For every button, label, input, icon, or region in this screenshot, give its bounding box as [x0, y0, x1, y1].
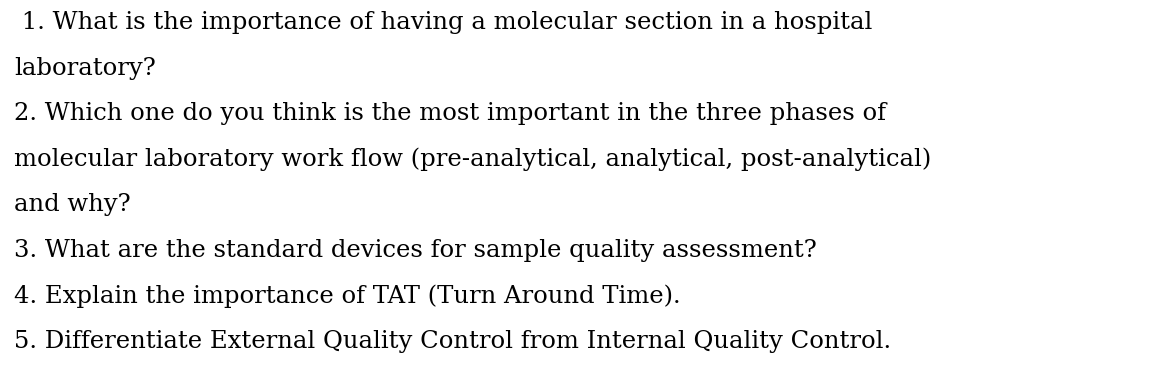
Text: 2. Which one do you think is the most important in the three phases of: 2. Which one do you think is the most im… — [14, 102, 886, 125]
Text: 5. Differentiate External Quality Control from Internal Quality Control.: 5. Differentiate External Quality Contro… — [14, 330, 891, 353]
Text: 1. What is the importance of having a molecular section in a hospital: 1. What is the importance of having a mo… — [14, 11, 872, 34]
Text: 4. Explain the importance of TAT (Turn Around Time).: 4. Explain the importance of TAT (Turn A… — [14, 284, 681, 308]
Text: 3. What are the standard devices for sample quality assessment?: 3. What are the standard devices for sam… — [14, 239, 816, 262]
Text: laboratory?: laboratory? — [14, 57, 155, 80]
Text: and why?: and why? — [14, 193, 130, 216]
Text: molecular laboratory work flow (pre-analytical, analytical, post-analytical): molecular laboratory work flow (pre-anal… — [14, 148, 932, 171]
